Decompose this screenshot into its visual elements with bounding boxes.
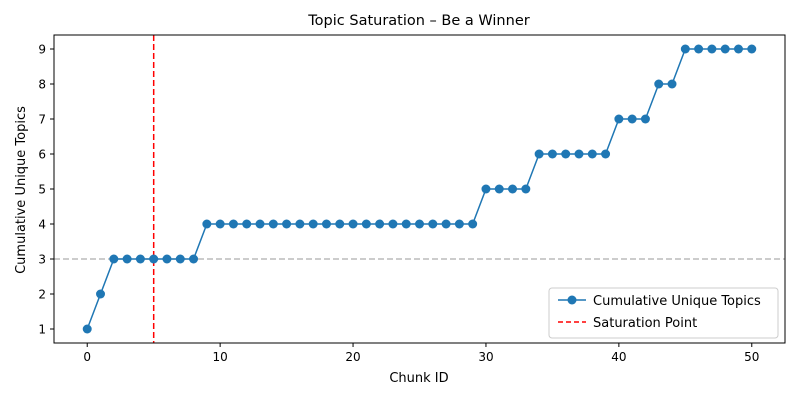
plot-area: 0 10 20 30 40 50 1 2 3 4 5 6 7 8 9 [38,34,786,364]
data-point [441,219,451,229]
legend-label-series: Cumulative Unique Topics [593,294,761,309]
data-point [149,254,159,264]
data-point [361,219,371,229]
y-tick-label: 2 [38,288,46,302]
x-tick-label: 20 [345,350,360,364]
x-tick-label: 0 [83,350,91,364]
data-point [680,44,690,54]
x-tick-label: 30 [478,350,493,364]
data-point [162,254,172,264]
x-axis-label: Chunk ID [389,371,448,386]
y-tick-label: 9 [38,43,46,57]
legend-label-saturation: Saturation Point [593,316,697,331]
data-point [707,44,717,54]
data-point [720,44,730,54]
data-point [415,219,424,229]
data-point [454,219,464,229]
data-point [215,219,225,229]
data-point [601,149,611,159]
data-point [561,149,571,159]
data-point [308,219,318,229]
y-axis-label: Cumulative Unique Topics [14,106,29,274]
x-tick-label: 40 [611,350,626,364]
data-point [96,289,106,299]
series-line [86,48,752,330]
legend-dot-marker [567,295,577,305]
data-point [122,254,132,264]
legend-box [548,287,779,339]
data-point [574,149,584,159]
x-tick-label: 50 [744,350,759,364]
data-point [747,44,757,54]
data-point [375,219,385,229]
data-point [202,219,212,229]
data-point [627,114,637,124]
data-point [189,254,199,264]
data-point [614,114,624,124]
data-point [255,219,265,229]
data-point [654,79,664,89]
data-point [694,44,704,54]
data-point [534,149,544,159]
data-point [521,184,531,194]
data-point [587,149,597,159]
data-point [640,114,650,124]
data-point [268,219,278,229]
data-point [109,254,119,264]
data-point [295,219,305,229]
data-point [321,219,331,229]
y-tick-label: 7 [38,113,46,127]
data-point [508,184,518,194]
y-tick-label: 4 [38,218,46,232]
data-point [468,219,478,229]
data-point [667,79,677,89]
data-point [228,219,238,229]
data-point [242,219,252,229]
y-tick-label: 1 [38,323,46,337]
x-tick-label: 10 [212,350,227,364]
data-point [733,44,743,54]
data-point [481,184,491,194]
data-point [175,254,185,264]
data-point [428,219,438,229]
data-point [547,149,557,159]
y-tick-label: 8 [38,78,46,92]
data-point [401,219,411,229]
data-point [335,219,345,229]
y-tick-label: 5 [38,183,46,197]
data-point [388,219,398,229]
legend: Cumulative Unique Topics Saturation Poin… [548,287,779,339]
data-point [494,184,504,194]
chart-title: Topic Saturation – Be a Winner [307,13,529,29]
y-tick-label: 6 [38,148,46,162]
data-point [348,219,358,229]
data-point [135,254,145,264]
y-tick-label: 3 [38,253,46,267]
data-point [282,219,292,229]
data-point [82,324,92,334]
